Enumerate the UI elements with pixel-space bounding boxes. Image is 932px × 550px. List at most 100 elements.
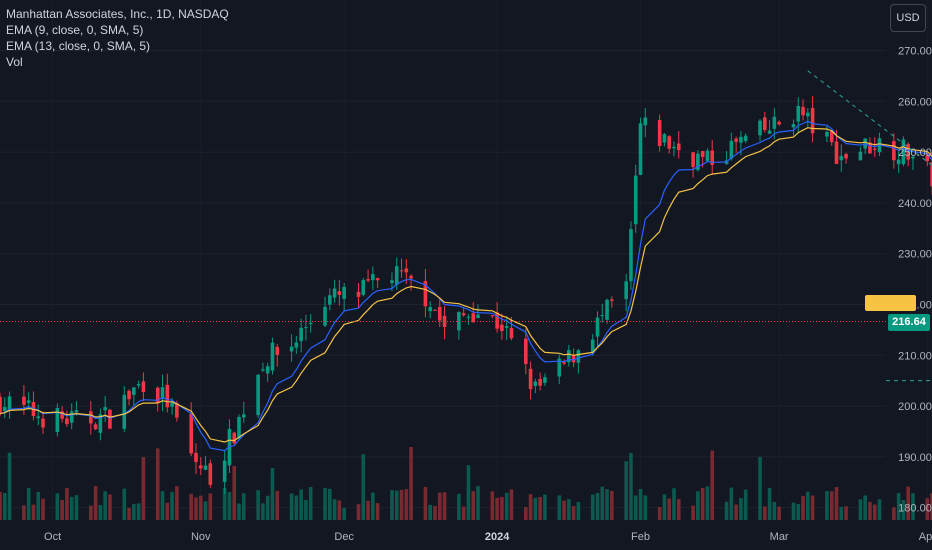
volume-bar	[662, 494, 667, 520]
volume-bar	[767, 487, 772, 520]
volume-bar	[806, 491, 810, 520]
candle-body	[103, 407, 107, 411]
candle-body	[925, 154, 930, 162]
candle-body	[160, 387, 165, 400]
candle-body	[399, 270, 404, 272]
volume-bar	[256, 490, 260, 520]
volume-bar	[829, 491, 834, 520]
x-tick-Oct: Oct	[44, 531, 61, 543]
volume-bar	[863, 495, 867, 520]
volume-bar	[132, 503, 136, 520]
candle-body	[533, 381, 538, 386]
candle-body	[662, 134, 667, 143]
candle-body	[69, 411, 74, 423]
candle-body	[265, 366, 270, 374]
volume-bar	[791, 502, 796, 520]
candle-body	[806, 112, 810, 117]
candle-body	[896, 159, 901, 165]
volume-bar	[504, 492, 509, 520]
candle-body	[657, 120, 662, 146]
alert-price-tag[interactable]	[865, 294, 916, 311]
volume-bar	[337, 500, 342, 520]
volume-bar	[409, 446, 413, 520]
candle-body	[509, 327, 514, 339]
candle-body	[643, 117, 648, 126]
currency-button[interactable]: USD	[890, 4, 926, 32]
candle-body	[930, 162, 932, 187]
ema9-line	[0, 120, 932, 452]
candle-body	[89, 411, 93, 424]
volume-bar	[74, 495, 79, 520]
candle-body	[696, 153, 700, 170]
volume-bar	[275, 490, 280, 520]
candle-body	[490, 315, 495, 317]
candle-body	[600, 315, 605, 317]
candle-body	[26, 400, 31, 403]
candle-body	[576, 350, 581, 363]
symbol-title: Manhattan Associates, Inc., 1D, NASDAQ	[6, 7, 229, 21]
y-tick-180: 180.00	[898, 503, 932, 515]
candle-body	[633, 175, 638, 225]
candle-body	[801, 106, 805, 116]
x-tick-Mar: Mar	[770, 531, 789, 543]
volume-bar	[777, 506, 781, 520]
volume-bar	[509, 489, 514, 520]
candle-body	[237, 416, 241, 439]
candle-body	[676, 143, 681, 151]
candle-body	[22, 396, 26, 405]
candle-body	[394, 266, 399, 285]
volume-bar	[906, 486, 910, 520]
volume-legend[interactable]: Vol	[6, 55, 23, 69]
volume-bar	[289, 493, 294, 520]
volume-bar	[299, 489, 303, 520]
candle-body	[638, 123, 643, 175]
candle-body	[299, 327, 303, 342]
candle-body	[743, 135, 748, 141]
volume-bar	[433, 505, 437, 520]
candle-body	[189, 413, 193, 454]
ema13-legend[interactable]: EMA (13, close, 0, SMA, 5)	[6, 39, 151, 53]
candle-body	[829, 130, 834, 143]
volume-bar	[657, 506, 662, 520]
volume-bar	[643, 495, 648, 520]
volume-bar	[667, 498, 671, 520]
volume-bar	[175, 486, 179, 520]
volume-bar	[232, 466, 237, 520]
volume-bar	[610, 490, 614, 520]
volume-bar	[872, 504, 877, 520]
candle-body	[495, 312, 499, 329]
candle-body	[55, 408, 60, 432]
volume-bar	[729, 487, 734, 520]
candle-body	[758, 120, 762, 136]
x-tick-Apr: Apr	[919, 531, 932, 543]
volume-bar	[323, 487, 327, 520]
volume-bar	[739, 498, 743, 520]
candle-body	[610, 299, 614, 301]
candle-body	[672, 146, 676, 149]
candle-body	[796, 105, 801, 122]
candle-body	[705, 150, 710, 162]
volume-bar	[261, 503, 265, 520]
candle-body	[595, 317, 600, 337]
candle-body	[538, 379, 542, 386]
volume-bar	[390, 490, 394, 520]
volume-bar	[500, 497, 504, 520]
candle-body	[423, 280, 428, 307]
volume-bar	[342, 507, 346, 520]
candle-body	[93, 424, 98, 430]
x-tick-2024: 2024	[485, 531, 510, 543]
ema9-legend[interactable]: EMA (9, close, 0, SMA, 5)	[6, 23, 144, 37]
candle-body	[337, 291, 342, 295]
candle-body	[356, 291, 361, 297]
volume-bar	[461, 506, 466, 520]
volume-bar	[743, 489, 748, 520]
volume-bar	[7, 452, 12, 520]
candle-body	[371, 274, 375, 281]
candlesticks	[0, 96, 932, 494]
volume-bar	[36, 491, 41, 520]
volume-bar	[538, 497, 542, 520]
volume-bar	[361, 454, 366, 520]
volume-bar	[911, 493, 915, 520]
volume-bar	[772, 501, 777, 520]
